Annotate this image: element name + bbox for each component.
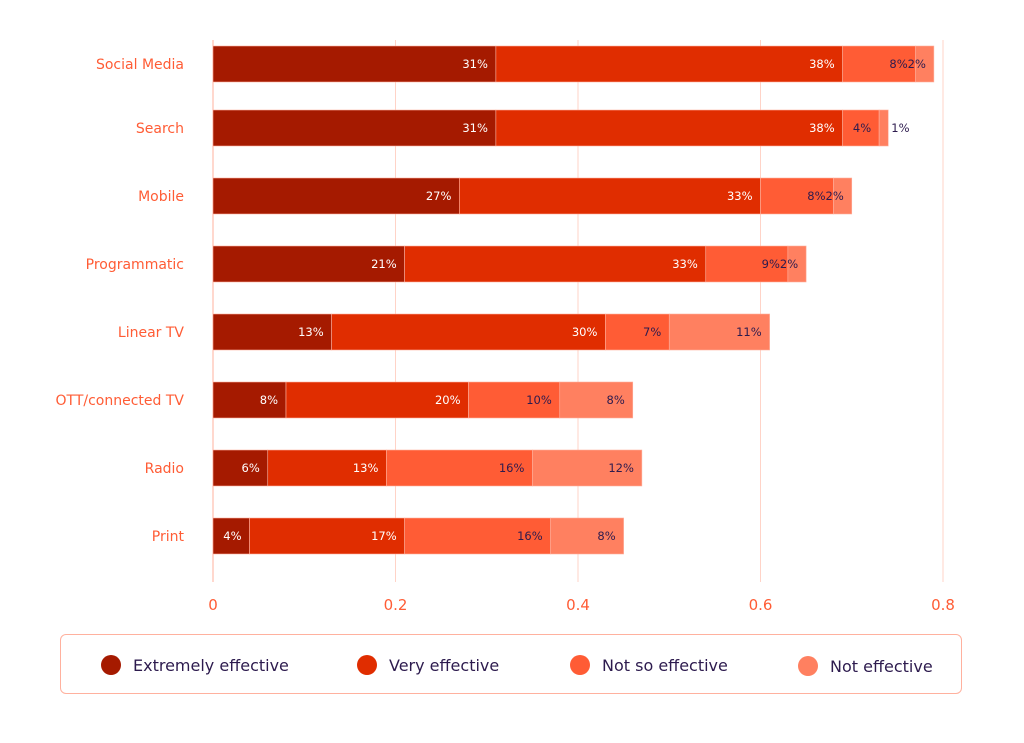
data-label: 30% xyxy=(572,325,598,339)
x-tick-label: 0.6 xyxy=(749,596,773,614)
bar-segment xyxy=(404,245,707,283)
bar-segment xyxy=(468,381,561,419)
legend-label: Very effective xyxy=(389,655,500,675)
x-tick-label: 0 xyxy=(208,596,218,614)
data-label: 13% xyxy=(298,325,324,339)
data-label: 12% xyxy=(608,461,634,475)
bar-segment xyxy=(404,517,551,555)
data-label: 9% xyxy=(762,257,780,271)
legend-swatch-icon xyxy=(357,655,377,675)
bar-segment xyxy=(550,517,624,555)
bar-segment xyxy=(386,449,533,487)
data-label: 8% xyxy=(597,529,615,543)
data-label: 27% xyxy=(426,189,452,203)
data-label: 4% xyxy=(223,529,241,543)
category-label: OTT/connected TV xyxy=(56,393,185,409)
bar-segment xyxy=(212,449,269,487)
legend: Extremely effective Very effective Not s… xyxy=(60,634,962,694)
bar-segment xyxy=(705,245,789,283)
legend-item-not-effective: Not effective xyxy=(798,656,933,676)
category-label: Programmatic xyxy=(86,257,184,273)
x-tick-label: 0.8 xyxy=(931,596,955,614)
bar-segment xyxy=(212,313,332,351)
data-label: 16% xyxy=(517,529,543,543)
category-label: Search xyxy=(136,121,184,137)
data-label: 1% xyxy=(891,121,909,135)
bar-segment xyxy=(605,313,670,351)
x-tick-label: 0.4 xyxy=(566,596,590,614)
data-label: 2% xyxy=(826,189,844,203)
legend-swatch-icon xyxy=(101,655,121,675)
bar-segment xyxy=(212,245,405,283)
legend-label: Extremely effective xyxy=(133,655,289,675)
bar-segment xyxy=(842,45,916,83)
data-label: 10% xyxy=(526,393,552,407)
data-label: 8% xyxy=(260,393,278,407)
bar-segment xyxy=(267,449,387,487)
data-label: 38% xyxy=(809,57,835,71)
bar-segment xyxy=(331,313,606,351)
bar-segment xyxy=(459,177,761,215)
x-tick-label: 0.2 xyxy=(384,596,408,614)
bar-segment xyxy=(212,109,497,147)
data-label: 17% xyxy=(371,529,397,543)
data-label: 8% xyxy=(607,393,625,407)
data-label: 8% xyxy=(807,189,825,203)
legend-item-not-so-effective: Not so effective xyxy=(570,655,728,675)
data-label: 31% xyxy=(462,121,488,135)
bar-segment xyxy=(915,45,935,83)
bar-segment xyxy=(495,45,843,83)
data-label: 8% xyxy=(889,57,907,71)
data-label: 20% xyxy=(435,393,461,407)
category-label: Print xyxy=(152,529,185,545)
legend-item-extremely-effective: Extremely effective xyxy=(101,655,289,675)
legend-swatch-icon xyxy=(570,655,590,675)
bar-segment xyxy=(668,313,770,351)
bar-segment xyxy=(878,109,889,147)
bar-segment xyxy=(495,109,843,147)
data-label: 2% xyxy=(780,257,798,271)
data-label: 2% xyxy=(908,57,926,71)
legend-swatch-icon xyxy=(798,656,818,676)
bar-segment xyxy=(212,45,497,83)
category-label: Mobile xyxy=(138,189,184,205)
bar-segment xyxy=(532,449,643,487)
data-label: 13% xyxy=(353,461,379,475)
data-label: 11% xyxy=(736,325,762,339)
legend-item-very-effective: Very effective xyxy=(357,655,499,675)
data-label: 16% xyxy=(499,461,525,475)
bar-segment xyxy=(787,245,807,283)
category-label: Radio xyxy=(145,461,184,477)
bar-segment xyxy=(249,517,405,555)
bar-segment xyxy=(842,109,880,147)
data-label: 33% xyxy=(672,257,698,271)
bar-segment xyxy=(212,517,250,555)
bar-segment xyxy=(212,381,287,419)
data-label: 7% xyxy=(643,325,661,339)
data-label: 4% xyxy=(853,121,871,135)
data-label: 38% xyxy=(809,121,835,135)
category-label: Linear TV xyxy=(118,325,185,341)
data-label: 33% xyxy=(727,189,753,203)
bar-segment xyxy=(212,177,460,215)
data-label: 31% xyxy=(462,57,488,71)
category-label: Social Media xyxy=(96,57,184,73)
data-label: 6% xyxy=(242,461,260,475)
bar-segment xyxy=(285,381,469,419)
bar-segment xyxy=(833,177,853,215)
bar-segment xyxy=(559,381,634,419)
legend-label: Not so effective xyxy=(602,655,728,675)
data-label: 21% xyxy=(371,257,397,271)
legend-label: Not effective xyxy=(830,656,933,676)
